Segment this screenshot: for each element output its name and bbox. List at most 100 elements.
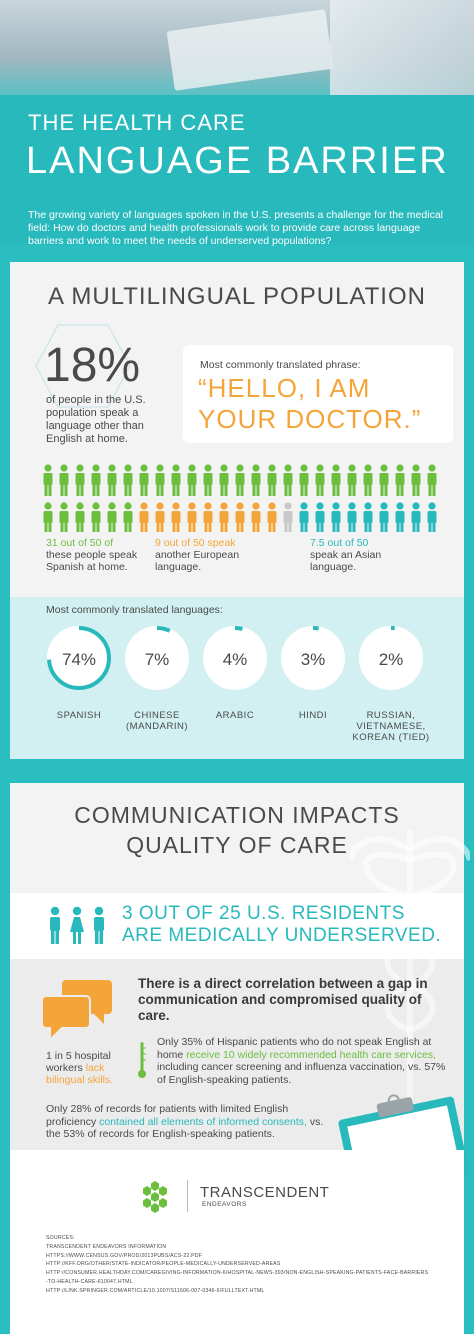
person-icon <box>123 464 133 496</box>
person-icon <box>171 502 181 532</box>
brand-subtitle: ENDEAVORS <box>202 1201 247 1208</box>
chat-bubbles-icon <box>42 980 112 1042</box>
person-icon <box>251 464 261 496</box>
ring-fill <box>203 626 267 690</box>
person-icon <box>43 464 53 496</box>
workers-stat: 1 in 5 hospital workers lack bilingual s… <box>46 1050 126 1086</box>
person-icon <box>107 502 117 532</box>
person-icon <box>139 502 149 532</box>
person-icon <box>363 502 373 532</box>
person-icon <box>411 464 421 496</box>
hispanic-patients-stat: Only 35% of Hispanic patients who do not… <box>157 1036 447 1086</box>
person-icon <box>59 502 69 532</box>
title-band <box>0 95 474 245</box>
ring-fill <box>47 626 111 690</box>
person-icon <box>43 502 53 532</box>
person-icon <box>299 502 309 532</box>
title-line-2: LANGUAGE BARRIER <box>26 140 449 182</box>
stat-highlight: 9 out of 50 speak <box>155 537 236 549</box>
person-icon <box>91 464 101 496</box>
hispanic-text-1: Only 35% of Hispanic patients who do not… <box>157 1036 432 1061</box>
ring-label-arabic: ARABIC <box>215 710 255 721</box>
translated-phrase: “HELLO, I AM YOUR DOCTOR.” <box>198 373 422 434</box>
person-icon <box>283 464 293 496</box>
hexagon-outline-icon <box>35 324 131 408</box>
footer <box>10 1150 464 1334</box>
person-icon <box>379 502 389 532</box>
person-icon <box>235 502 245 532</box>
ring-fill <box>359 626 423 690</box>
phrase-label: Most commonly translated phrase: <box>200 359 361 371</box>
ring-gauge-russian <box>359 626 423 690</box>
ring-label-spanish: SPANISH <box>56 710 102 721</box>
sources-title: SOURCES: <box>46 1235 75 1241</box>
person-icon <box>267 464 277 496</box>
person-icon <box>139 464 149 496</box>
person-icon <box>91 502 101 532</box>
big-stat-18-percent: 18% <box>44 339 141 392</box>
ring-value-hindi: 3% <box>300 650 326 669</box>
source-item: HTTP://LINK.SPRINGER.COM/ARTICLE/10.1007… <box>46 1287 265 1294</box>
person-icon <box>123 502 133 532</box>
ring-gauge-arabic <box>203 626 267 690</box>
stat-text: these people speak Spanish at home. <box>46 549 138 573</box>
person-icon <box>315 464 325 496</box>
brand-logo-icon <box>143 1181 167 1213</box>
european-speakers-stat: 9 out of 50 speak another European langu… <box>155 537 255 573</box>
people-pictogram <box>43 464 437 532</box>
person-icon <box>411 502 421 532</box>
section-title-multilingual: A MULTILINGUAL POPULATION <box>48 283 426 310</box>
person-icon <box>219 502 229 532</box>
person-icon <box>347 464 357 496</box>
ring-gauge-chinese <box>125 626 189 690</box>
stat-highlight: 31 out of 50 of <box>46 537 114 549</box>
person-icon <box>171 464 181 496</box>
person-icon <box>187 464 197 496</box>
person-icon <box>235 464 245 496</box>
person-icon <box>331 464 341 496</box>
person-icon <box>299 464 309 496</box>
underserved-stat: 3 OUT OF 25 U.S. RESIDENTS ARE MEDICALLY… <box>122 903 442 946</box>
ring-gauge-spanish <box>47 626 111 690</box>
big-stat-description: of people in the U.S. population speak a… <box>46 394 146 445</box>
person-icon <box>427 464 437 496</box>
person-icon <box>363 464 373 496</box>
person-icon <box>283 502 293 532</box>
intro-paragraph: The growing variety of languages spoken … <box>28 209 443 247</box>
ring-label-russian: RUSSIAN, VIETNAMESE, KOREAN (TIED) <box>352 710 430 743</box>
correlation-heading: There is a direct correlation between a … <box>138 976 428 1023</box>
person-icon <box>427 502 437 532</box>
person-icon <box>379 464 389 496</box>
ring-gauge-hindi <box>281 626 345 690</box>
records-stat: Only 28% of records for patients with li… <box>46 1103 336 1141</box>
languages-label: Most commonly translated languages: <box>46 604 223 616</box>
person-icon <box>75 502 85 532</box>
ring-value-spanish: 74% <box>61 650 97 669</box>
person-icon <box>267 502 277 532</box>
phrase-card <box>183 345 453 443</box>
ring-label-chinese: CHINESE (MANDARIN) <box>126 710 188 732</box>
ring-value-russian: 2% <box>378 650 404 669</box>
stat-text: speak an Asian language. <box>310 549 382 573</box>
ring-label-hindi: HINDI <box>298 710 328 721</box>
stat-text: another European language. <box>155 549 240 573</box>
person-icon <box>315 502 325 532</box>
person-icon <box>395 464 405 496</box>
ring-fill <box>125 626 189 690</box>
workers-text: 1 in 5 hospital workers <box>46 1050 111 1074</box>
source-item: HTTP://KFF.ORG/OTHER/STATE-INDICATOR/PEO… <box>46 1261 281 1268</box>
person-icon <box>187 502 197 532</box>
person-icon <box>75 464 85 496</box>
source-item: HTTPS://WWW.CENSUS.GOV/PROD/2013PUBS/ACS… <box>46 1252 203 1259</box>
source-item: HTTP://CONSUMER.HEALTHDAY.COM/CAREGIVING… <box>46 1270 429 1277</box>
stat-highlight: 7.5 out of 50 <box>310 537 369 549</box>
doctor-coat-image <box>330 0 474 100</box>
spanish-speakers-stat: 31 out of 50 of these people speak Spani… <box>46 537 146 573</box>
person-icon <box>395 502 405 532</box>
records-highlight: contained all elements of informed conse… <box>99 1115 307 1128</box>
hispanic-text-2: including cancer screening and influenza… <box>157 1061 446 1086</box>
thermometer-icon <box>138 1042 146 1078</box>
person-icon <box>251 502 261 532</box>
person-icon <box>331 502 341 532</box>
brand-name: TRANSCENDENT <box>200 1184 330 1201</box>
